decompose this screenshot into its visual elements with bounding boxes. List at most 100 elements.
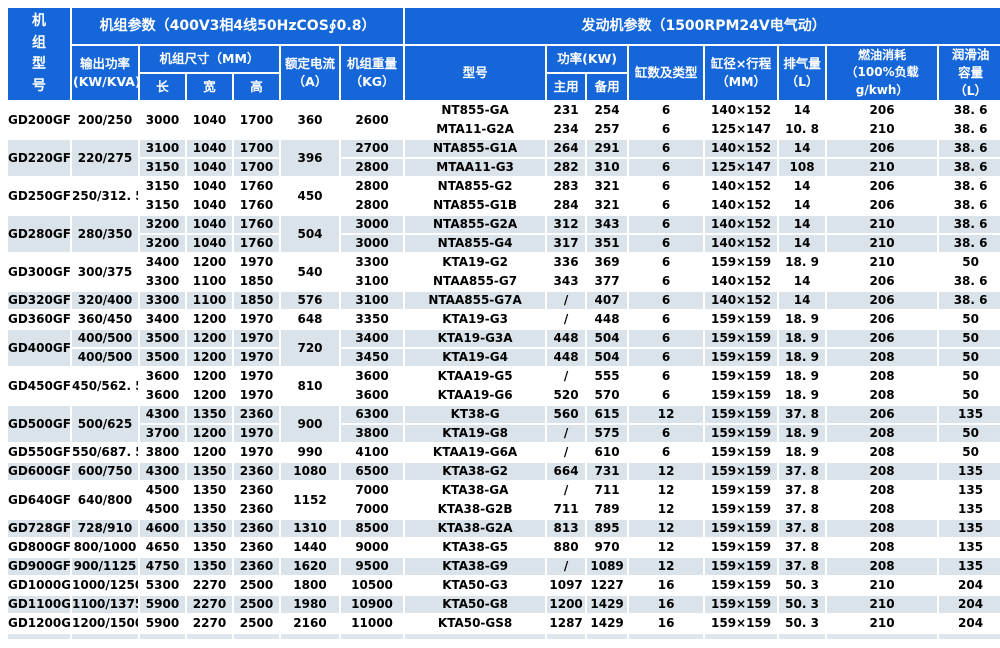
lube-oil-cell: 50: [939, 387, 1000, 405]
engine-model-header: 型号: [405, 46, 546, 101]
lube-oil-cell: 38. 6: [939, 197, 1000, 215]
standby-power-cell: 615: [587, 406, 628, 424]
table-row: GD360GF 360/450 3400 1200 1970 648 3350 KTA19-G…: [8, 311, 1000, 329]
rated-current-header: 额定电流 （A）: [281, 46, 339, 101]
dim-width-cell: 1350: [187, 501, 232, 519]
lube-oil-cell: 50: [939, 444, 1000, 462]
bore-stroke-cell: 159×159: [705, 615, 778, 633]
partial-row-cell: [140, 634, 185, 640]
table-body: GD200GF 200/250 3000 1040 1700 360 2600 NT855-G…: [8, 102, 1000, 640]
engine-model-cell: KTA38-GA: [405, 482, 546, 500]
unit-weight-cell: 2600: [341, 102, 404, 139]
displacement-cell: 14: [779, 235, 826, 253]
table-row: 3600 1200 1970 3600 KTAA19-G6 520 570 6 159×159 1…: [8, 387, 1000, 405]
displacement-cell: 18. 9: [779, 349, 826, 367]
unit-weight-cell: 6500: [341, 463, 404, 481]
cylinders-cell: 6: [629, 387, 704, 405]
bore-stroke-cell: 140×152: [705, 216, 778, 234]
dim-length-cell: 3300: [140, 292, 185, 310]
output-power-cell: 400/500: [72, 330, 138, 348]
unit-params-title: 机组参数（400V3相4线50HzCOS∮0.8）: [72, 8, 404, 44]
dim-height-cell: 2500: [234, 577, 279, 595]
unit-weight-cell: 6300: [341, 406, 404, 424]
dim-length-cell: 3500: [140, 349, 185, 367]
unit-model-cell: GD550GF: [8, 444, 70, 462]
fuel-consumption-cell: 208: [827, 539, 938, 557]
fuel-consumption-cell: 208: [827, 425, 938, 443]
unit-weight-cell: 3300: [341, 254, 404, 272]
prime-power-header: 主用: [547, 74, 586, 101]
lube-oil-cell: 135: [939, 539, 1000, 557]
dim-length-cell: 3400: [140, 254, 185, 272]
rated-current-cell: 540: [281, 254, 339, 291]
dim-width-cell: 1040: [187, 178, 232, 196]
table-row: GD1000GF1000/1250530022702500180010500KT…: [8, 577, 1000, 595]
unit-weight-cell: 3800: [341, 425, 404, 443]
prime-power-cell: 317: [547, 235, 586, 253]
cylinders-cell: 6: [629, 216, 704, 234]
table-row: GD640GF 640/800 4500 1350 2360 1152 7000 KTA38-…: [8, 482, 1000, 519]
dim-length-cell: 3600: [140, 387, 185, 405]
dim-width-cell: 1200: [187, 254, 232, 272]
cylinders-cell: 12: [629, 482, 704, 500]
engine-model-cell: KTA38-G2A: [405, 520, 546, 538]
output-power-cell: 900/1125: [72, 558, 138, 576]
output-power-cell: 728/910: [72, 520, 138, 538]
standby-power-header: 备用: [587, 74, 628, 101]
unit-model-cell: GD400GF: [8, 330, 70, 367]
dim-width-cell: 1040: [187, 197, 232, 215]
unit-weight-cell: 3000: [341, 235, 404, 253]
prime-power-cell: 343: [547, 273, 586, 291]
prime-power-cell: 711: [547, 501, 586, 519]
unit-model-cell: GD1000GF: [8, 577, 70, 595]
fuel-consumption-cell: 208: [827, 368, 938, 386]
width-header: 宽: [187, 74, 232, 101]
prime-power-cell: 880: [547, 539, 586, 557]
dim-width-cell: 1350: [187, 406, 232, 424]
engine-model-cell: KT38-G: [405, 406, 546, 424]
output-power-cell: 300/375: [72, 254, 138, 291]
dim-height-cell: 1700: [234, 140, 279, 158]
unit-weight-cell: 10900: [341, 596, 404, 614]
table-header: 机 组 型 号 机组参数（400V3相4线50HzCOS∮0.8） 发动机参数（…: [8, 8, 1000, 101]
displacement-cell: 14: [779, 140, 826, 158]
displacement-header: 排气量 （L）: [779, 46, 826, 101]
cylinders-cell: 6: [629, 444, 704, 462]
lube-oil-cell: 50: [939, 311, 1000, 329]
engine-power-header: 功率(KW): [547, 46, 628, 73]
output-power-cell: 320/400: [72, 292, 138, 310]
dim-height-cell: 1970: [234, 368, 279, 386]
fuel-consumption-cell: 208: [827, 349, 938, 367]
dim-height-cell: 2360: [234, 539, 279, 557]
partial-row-cell: [405, 634, 546, 640]
prime-power-cell: 813: [547, 520, 586, 538]
dim-width-cell: 2270: [187, 615, 232, 633]
displacement-cell: 18. 9: [779, 444, 826, 462]
bore-stroke-cell: 159×159: [705, 558, 778, 576]
prime-power-cell: /: [547, 368, 586, 386]
fuel-consumption-cell: 210: [827, 577, 938, 595]
dim-length-cell: 5300: [140, 577, 185, 595]
cylinders-cell: 6: [629, 273, 704, 291]
unit-weight-cell: 3400: [341, 330, 404, 348]
rated-current-cell: 2160: [281, 615, 339, 633]
fuel-consumption-cell: 210: [827, 159, 938, 177]
table-row: 400/500 3500 1200 1970 3450 KTA19-G4 448 504 6 15…: [8, 349, 1000, 367]
output-power-cell: 250/312. 5: [72, 178, 138, 215]
dim-height-cell: 1850: [234, 292, 279, 310]
prime-power-cell: 284: [547, 197, 586, 215]
unit-model-cell: GD900GF: [8, 558, 70, 576]
table-row: GD250GF 250/312. 5 3150 1040 1760 450 2800 NTA8…: [8, 178, 1000, 215]
prime-power-cell: 234: [547, 121, 586, 139]
lube-oil-cell: 38. 6: [939, 140, 1000, 158]
partial-row-cell: [341, 634, 404, 640]
dim-length-cell: 3000: [140, 102, 185, 139]
bore-stroke-header: 缸径×行程 （MM）: [705, 46, 778, 101]
partial-row-cell: [587, 634, 628, 640]
dim-length-cell: 4750: [140, 558, 185, 576]
engine-model-cell: KTA50-GS8: [405, 615, 546, 633]
lube-oil-cell: 50: [939, 254, 1000, 272]
cylinders-cell: 6: [629, 330, 704, 348]
table-row: GD280GF 280/350 3200 1040 1760 504 3000 NTA855-…: [8, 216, 1000, 253]
fuel-consumption-cell: 206: [827, 330, 938, 348]
